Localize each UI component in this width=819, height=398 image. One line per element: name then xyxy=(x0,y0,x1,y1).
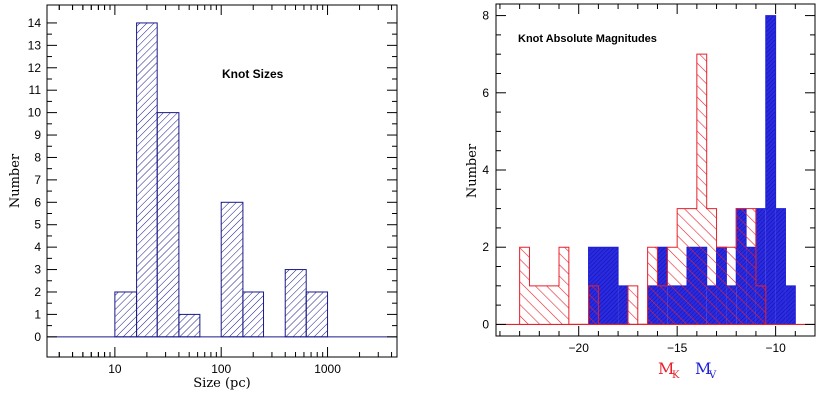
size-bin-8 xyxy=(284,269,307,338)
bin-v-13 xyxy=(765,15,776,325)
size-bin-6 xyxy=(242,291,265,338)
magnitude-plot-frame xyxy=(495,3,816,337)
bin-k-13 xyxy=(706,208,717,325)
bin-k-0 xyxy=(519,247,530,325)
outline-k xyxy=(519,53,767,325)
size-y-tick-label: 4 xyxy=(34,240,41,254)
magnitude-axis-ticks: −20 −15 −10 0 2 4 6 8 xyxy=(482,4,816,355)
bin-k-1 xyxy=(529,285,560,325)
legend-mk-sub: K xyxy=(672,370,680,381)
size-y-tick-label: 11 xyxy=(29,83,42,97)
size-bin-2 xyxy=(156,112,180,338)
bin-k-14 xyxy=(716,247,737,325)
size-y-tick-label: 14 xyxy=(28,16,42,30)
legend-mv: M V xyxy=(695,359,717,381)
bin-k-10 xyxy=(667,247,678,325)
magnitude-y-axis-title: Number xyxy=(465,143,480,198)
size-plot-frame xyxy=(46,4,398,358)
size-y-tick-label: 1 xyxy=(34,307,41,321)
bin-k-2 xyxy=(559,247,569,325)
size-x-tick-label: 10 xyxy=(108,362,122,376)
magnitude-histogram-bins xyxy=(496,15,815,326)
size-y-tick-label: 6 xyxy=(34,195,41,209)
bin-v-12 xyxy=(755,208,766,325)
size-x-axis-title: Size (pc) xyxy=(193,376,250,391)
size-y-tick-label: 10 xyxy=(28,106,42,120)
size-y-axis-title: Number xyxy=(8,153,23,208)
bin-k-8 xyxy=(647,247,658,325)
size-bin-3 xyxy=(178,313,201,338)
size-x-tick-label: 1000 xyxy=(314,362,341,376)
size-y-tick-label: 13 xyxy=(28,38,42,52)
size-histogram-bins xyxy=(47,22,397,338)
magnitude-y-tick-label: 0 xyxy=(482,317,489,331)
magnitude-x-tick-label: −15 xyxy=(667,341,688,355)
legend-mk: M K xyxy=(658,359,680,381)
legend-mv-sub: V xyxy=(708,370,717,381)
size-bin-0 xyxy=(114,291,138,338)
size-bin-9 xyxy=(305,291,329,338)
legend-mk-main: M xyxy=(658,359,674,378)
legend-mv-main: M xyxy=(695,359,711,378)
size-y-tick-label: 0 xyxy=(34,330,41,344)
size-y-tick-label: 8 xyxy=(34,150,41,164)
size-y-tick-label: 9 xyxy=(34,128,41,142)
bin-k-17 xyxy=(755,285,766,325)
size-x-tick-label: 100 xyxy=(211,362,231,376)
series-k xyxy=(519,53,767,325)
size-y-tick-label: 2 xyxy=(34,285,41,299)
bin-k-9 xyxy=(657,285,668,325)
magnitude-x-tick-label: −10 xyxy=(765,341,786,355)
magnitude-y-tick-label: 4 xyxy=(482,163,489,177)
size-y-tick-label: 7 xyxy=(34,173,41,187)
bin-v-15 xyxy=(785,285,796,325)
bin-v-14 xyxy=(775,208,786,325)
bin-k-11 xyxy=(677,208,697,325)
bin-k-4 xyxy=(588,285,599,325)
magnitude-y-tick-label: 8 xyxy=(482,9,489,23)
size-histogram-annotation: Knot Sizes xyxy=(222,67,284,81)
size-bin-1 xyxy=(136,22,158,338)
size-bin-5 xyxy=(220,201,244,338)
size-y-tick-label: 3 xyxy=(34,263,41,277)
size-y-tick-label: 5 xyxy=(34,218,41,232)
bin-k-12 xyxy=(696,54,707,325)
magnitude-y-tick-label: 2 xyxy=(482,240,489,254)
bin-k-6 xyxy=(627,285,638,325)
bin-v-1 xyxy=(618,285,628,325)
bin-k-16 xyxy=(746,208,756,325)
magnitude-y-tick-label: 6 xyxy=(482,86,489,100)
bin-k-15 xyxy=(736,208,747,325)
size-y-tick-label: 12 xyxy=(28,61,42,75)
magnitude-histogram-annotation: Knot Absolute Magnitudes xyxy=(518,33,657,45)
magnitude-x-tick-label: −20 xyxy=(569,341,590,355)
